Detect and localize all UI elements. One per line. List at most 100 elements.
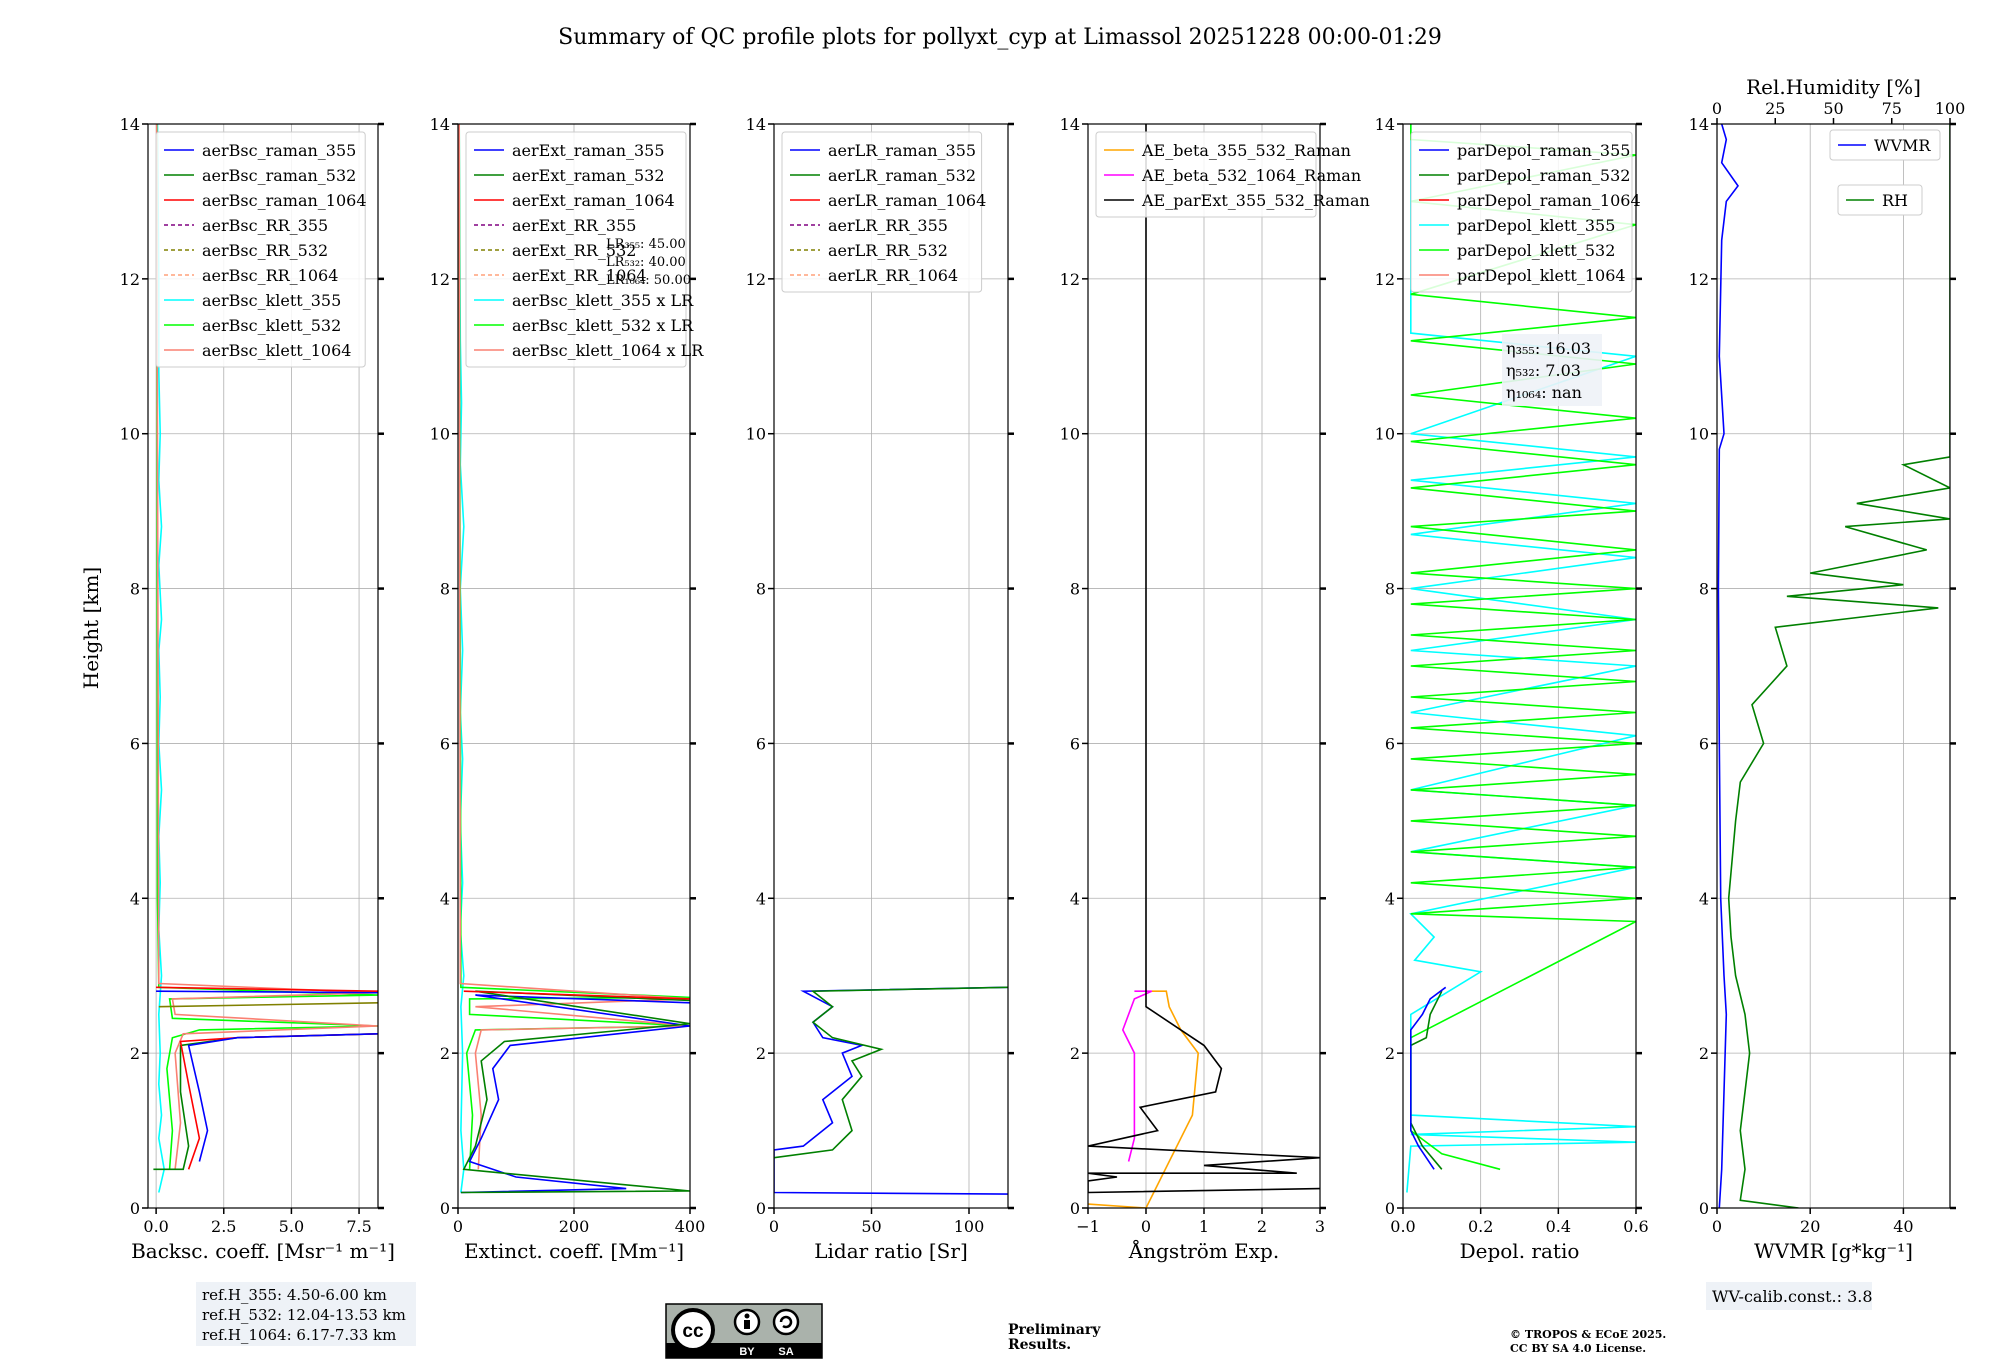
y-tick-label: 0 bbox=[130, 1199, 140, 1218]
y-tick-label: 8 bbox=[1699, 580, 1709, 599]
series-AE_beta_355_532_Raman bbox=[1088, 990, 1200, 1208]
series-aerExt_raman_355 bbox=[460, 994, 690, 1194]
legend-label: parDepol_klett_532 bbox=[1457, 241, 1615, 260]
annotation-line: η₁₀₆₄: nan bbox=[1506, 383, 1582, 402]
legend-label: aerBsc_klett_532 bbox=[202, 316, 341, 335]
panel-depol: 0 2 4 6 8 10 12 14 0.0 0.2 0.4 0.6 Depol. ratio parDe… bbox=[1375, 115, 1649, 1263]
y-tick-label: 8 bbox=[1385, 580, 1395, 599]
cc-license-badge: cc BY SA bbox=[665, 1303, 823, 1359]
annotation-bg bbox=[1502, 334, 1602, 406]
legend-label: RH bbox=[1882, 191, 1908, 210]
legend-label: parDepol_klett_355 bbox=[1457, 216, 1615, 235]
x-tick-label: 2 bbox=[1257, 1217, 1267, 1236]
series-RH bbox=[1727, 124, 1950, 1208]
legend-label: aerBsc_raman_355 bbox=[202, 141, 356, 160]
top-tick-label: 50 bbox=[1823, 99, 1843, 118]
y-tick-label: 10 bbox=[746, 425, 766, 444]
y-tick-label: 4 bbox=[130, 889, 140, 908]
series-aerBsc_klett_355 bbox=[156, 124, 166, 1193]
x-tick-label: 0 bbox=[453, 1217, 463, 1236]
y-tick-label: 0 bbox=[1699, 1199, 1709, 1218]
annotation-line: η₃₅₅: 16.03 bbox=[1506, 339, 1591, 358]
y-tick-label: 8 bbox=[440, 580, 450, 599]
series-aerBsc_raman_1064 bbox=[179, 1033, 378, 1170]
annotation-box: η₃₅₅: 16.03 η₅₃₂: 7.03 η₁₀₆₄: nan bbox=[1502, 334, 1602, 406]
annotation-line: LR₁₀₆₄: 50.00 bbox=[606, 273, 691, 288]
legend-box bbox=[465, 131, 687, 368]
legend: aerBsc_raman_355 aerBsc_raman_532 aerBsc_r… bbox=[155, 131, 367, 368]
series-aerBsc_raman_355 bbox=[187, 1033, 378, 1162]
annotation-box: LR₃₅₅: 45.00 LR₅₃₂: 40.00 LR₁₀₆₄: 50.00 bbox=[606, 237, 691, 288]
x-tick-label: 400 bbox=[675, 1217, 706, 1236]
series-aerBsc_RR_532 bbox=[158, 1002, 378, 1008]
figure-title: Summary of QC profile plots for pollyxt_… bbox=[558, 25, 1442, 50]
series-group bbox=[458, 124, 690, 1194]
cc-mark: cc bbox=[682, 1321, 704, 1342]
y-tick-label: 4 bbox=[1699, 889, 1709, 908]
legend-label: aerBsc_RR_1064 bbox=[202, 266, 338, 285]
series-klett_1064_lr bbox=[458, 124, 690, 1170]
y-tick-label: 14 bbox=[120, 115, 140, 134]
sa-label: SA bbox=[778, 1346, 793, 1358]
legend-box bbox=[1095, 131, 1317, 218]
series-aerLR_raman_532 bbox=[774, 986, 1008, 1159]
series-AE_parExt_355_532_Raman bbox=[1088, 124, 1320, 1194]
legend-label: aerLR_raman_355 bbox=[828, 141, 976, 160]
legend-label: aerBsc_klett_1064 bbox=[202, 341, 351, 360]
top-axis-label: Rel.Humidity [%] bbox=[1746, 75, 1921, 99]
ref-line: ref.H_355: 4.50-6.00 km bbox=[202, 1286, 387, 1304]
y-tick-label: 14 bbox=[1375, 115, 1395, 134]
y-tick-label: 6 bbox=[1699, 734, 1709, 753]
y-tick-label: 2 bbox=[1070, 1044, 1080, 1063]
series-group bbox=[774, 986, 1008, 1195]
legend-label: AE_parExt_355_532_Raman bbox=[1141, 191, 1370, 210]
legend-label: aerLR_RR_355 bbox=[828, 216, 948, 235]
x-tick-label: 0.2 bbox=[1468, 1217, 1493, 1236]
y-tick-label: 4 bbox=[1385, 889, 1395, 908]
y-tick-label: 2 bbox=[440, 1044, 450, 1063]
y-tick-label: 6 bbox=[130, 734, 140, 753]
y-tick-label: 14 bbox=[1060, 115, 1080, 134]
series-group bbox=[1088, 124, 1320, 1208]
y-tick-label: 10 bbox=[1689, 425, 1709, 444]
legend-label: aerLR_raman_1064 bbox=[828, 191, 986, 210]
by-label: BY bbox=[739, 1346, 755, 1358]
y-tick-label: 8 bbox=[1070, 580, 1080, 599]
y-tick-label: 12 bbox=[1060, 270, 1080, 289]
y-tick-label: 14 bbox=[1689, 115, 1709, 134]
legend-label: aerExt_RR_1064 bbox=[512, 266, 647, 285]
x-tick-label: 0.4 bbox=[1546, 1217, 1571, 1236]
y-tick-label: 4 bbox=[440, 889, 450, 908]
axes-frame bbox=[773, 123, 1009, 1209]
y-tick-label: 10 bbox=[120, 425, 140, 444]
legend-label: parDepol_raman_355 bbox=[1457, 141, 1630, 160]
series-AE_beta_532_1064_Raman bbox=[1121, 990, 1153, 1162]
legend-box bbox=[155, 131, 366, 368]
x-tick-label: 0 bbox=[769, 1217, 779, 1236]
axes-frame bbox=[1716, 123, 1951, 1209]
x-tick-label: 2.5 bbox=[211, 1217, 236, 1236]
x-tick-label: 50 bbox=[861, 1217, 881, 1236]
wv-calib-text: WV-calib.const.: 3.8 bbox=[1712, 1287, 1873, 1306]
series-klett_355_lr bbox=[458, 124, 465, 1193]
y-tick-label: 10 bbox=[1375, 425, 1395, 444]
top-tick-label: 75 bbox=[1882, 99, 1902, 118]
preliminary-label: Results. bbox=[1008, 1337, 1071, 1353]
y-tick-label: 14 bbox=[430, 115, 450, 134]
series-aerBsc_klett_1064 bbox=[155, 124, 378, 1170]
y-tick-label: 6 bbox=[1070, 734, 1080, 753]
series-parDepol_klett_532 bbox=[1410, 124, 1636, 1171]
legend-label: aerBsc_klett_1064 x LR bbox=[512, 341, 704, 360]
legend-label: parDepol_raman_1064 bbox=[1457, 191, 1641, 210]
legend-label: aerBsc_raman_1064 bbox=[202, 191, 367, 210]
y-tick-label: 6 bbox=[756, 734, 766, 753]
panel-lr: 0 2 4 6 8 10 12 14 0 50 100 Lidar ratio [Sr] aerLR_r… bbox=[746, 115, 1014, 1263]
x-tick-label: 1 bbox=[1199, 1217, 1209, 1236]
legend: aerExt_raman_355 aerExt_raman_532 aerExt_r… bbox=[465, 131, 704, 368]
annotation-line: η₅₃₂: 7.03 bbox=[1506, 361, 1581, 380]
copyright-line: CC BY SA 4.0 License. bbox=[1510, 1342, 1646, 1355]
y-tick-label: 2 bbox=[1385, 1044, 1395, 1063]
y-tick-label: 12 bbox=[430, 270, 450, 289]
annotation-line: LR₃₅₅: 45.00 bbox=[606, 237, 686, 252]
